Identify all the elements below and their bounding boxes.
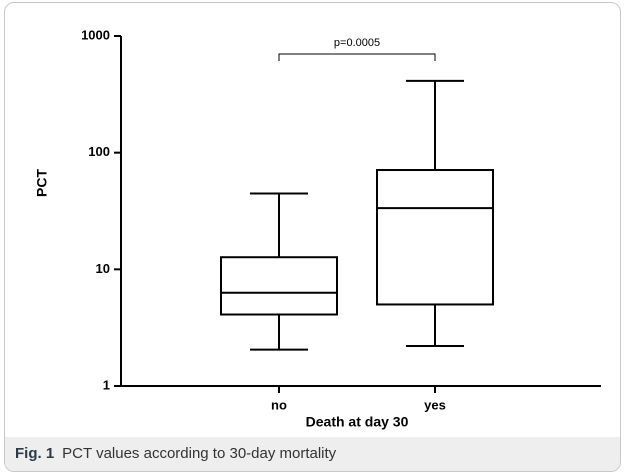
caption-text: PCT values according to 30-day mortality (62, 445, 337, 462)
box (376, 169, 494, 306)
figure-frame: PCT Death at day 30 1 10 100 1000 no yes p=0.0… (4, 2, 621, 472)
caption-label: Fig. 1 (15, 445, 55, 462)
x-tick-label: no (271, 397, 287, 412)
x-tick-label: yes (424, 397, 446, 412)
caption: Fig. 1 PCT values according to 30-day mor… (5, 437, 620, 471)
y-axis-label: PCT (34, 169, 50, 197)
chart: PCT Death at day 30 1 10 100 1000 no yes p=0.0… (34, 27, 601, 430)
x-axis-label: Death at day 30 (306, 414, 409, 430)
y-tick-label: 1000 (81, 27, 110, 42)
y-tick-label: 1 (103, 377, 110, 392)
y-tick-label: 10 (96, 261, 110, 276)
y-tick-label: 100 (88, 144, 110, 159)
box (220, 256, 338, 316)
significance-bracket (278, 53, 436, 61)
significance-label: p=0.0005 (334, 37, 380, 49)
